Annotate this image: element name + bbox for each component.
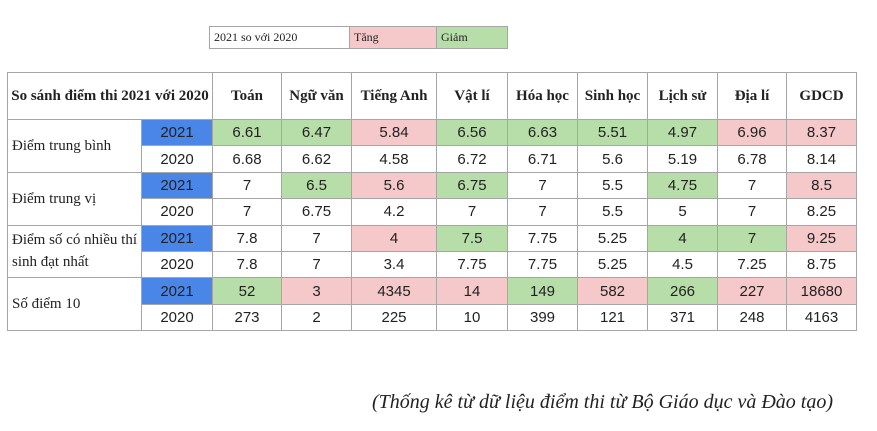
value-cell: 7 [212, 171, 282, 200]
value-cell: 6.68 [212, 145, 282, 173]
value-cell: 7 [436, 198, 508, 226]
legend-decrease: Giảm [436, 26, 508, 49]
value-cell: 399 [507, 303, 578, 332]
legend-increase: Tăng [349, 26, 437, 49]
column-header: Hóa học [507, 72, 578, 120]
year-cell: 2021 [141, 277, 213, 305]
value-cell: 7.75 [507, 224, 578, 252]
value-cell: 7 [717, 198, 787, 226]
value-cell: 6.75 [436, 171, 508, 200]
value-cell: 8.14 [786, 145, 857, 173]
value-cell: 4 [351, 224, 437, 252]
value-cell: 7.25 [717, 251, 787, 279]
year-cell: 2020 [141, 303, 213, 332]
legend-label: 2021 so với 2020 [209, 26, 350, 49]
value-cell: 8.25 [786, 198, 857, 226]
value-cell: 6.71 [507, 145, 578, 173]
column-header: Vật lí [436, 72, 508, 120]
value-cell: 6.62 [281, 145, 352, 173]
value-cell: 8.5 [786, 171, 857, 200]
value-cell: 6.56 [436, 119, 508, 147]
year-cell: 2020 [141, 145, 213, 173]
value-cell: 18680 [786, 277, 857, 305]
value-cell: 6.61 [212, 119, 282, 147]
value-cell: 5.51 [577, 119, 648, 147]
value-cell: 4.75 [647, 171, 718, 200]
column-header: Lịch sử [647, 72, 718, 120]
value-cell: 4 [647, 224, 718, 252]
table-header: So sánh điểm thi 2021 với 2020 [7, 72, 213, 120]
value-cell: 2 [281, 303, 352, 332]
value-cell: 5.6 [577, 145, 648, 173]
year-cell: 2021 [141, 171, 213, 200]
value-cell: 7 [717, 224, 787, 252]
year-cell: 2021 [141, 224, 213, 252]
column-header: Toán [212, 72, 282, 120]
value-cell: 7 [507, 171, 578, 200]
value-cell: 7.8 [212, 251, 282, 279]
value-cell: 5.6 [351, 171, 437, 200]
value-cell: 273 [212, 303, 282, 332]
value-cell: 6.72 [436, 145, 508, 173]
value-cell: 5.5 [577, 198, 648, 226]
value-cell: 7.75 [507, 251, 578, 279]
value-cell: 4345 [351, 277, 437, 305]
year-cell: 2020 [141, 251, 213, 279]
value-cell: 225 [351, 303, 437, 332]
value-cell: 6.78 [717, 145, 787, 173]
value-cell: 5.19 [647, 145, 718, 173]
column-header: Tiếng Anh [351, 72, 437, 120]
value-cell: 5.5 [577, 171, 648, 200]
value-cell: 371 [647, 303, 718, 332]
value-cell: 121 [577, 303, 648, 332]
row-label: Điểm trung bình [7, 119, 142, 173]
caption: (Thống kê từ dữ liệu điểm thi từ Bộ Giáo… [372, 391, 833, 413]
value-cell: 266 [647, 277, 718, 305]
value-cell: 6.75 [281, 198, 352, 226]
column-header: Ngữ văn [281, 72, 352, 120]
value-cell: 4.2 [351, 198, 437, 226]
value-cell: 6.96 [717, 119, 787, 147]
value-cell: 4.5 [647, 251, 718, 279]
row-label: Điểm trung vị [7, 171, 142, 226]
value-cell: 7.5 [436, 224, 508, 252]
value-cell: 6.63 [507, 119, 578, 147]
year-cell: 2021 [141, 119, 213, 147]
value-cell: 7 [717, 171, 787, 200]
value-cell: 6.47 [281, 119, 352, 147]
value-cell: 7 [507, 198, 578, 226]
value-cell: 4.97 [647, 119, 718, 147]
value-cell: 7.75 [436, 251, 508, 279]
value-cell: 248 [717, 303, 787, 332]
value-cell: 4163 [786, 303, 857, 332]
value-cell: 7 [281, 251, 352, 279]
value-cell: 7 [281, 224, 352, 252]
value-cell: 4.58 [351, 145, 437, 173]
value-cell: 6.5 [281, 171, 352, 200]
value-cell: 7.8 [212, 224, 282, 252]
column-header: Địa lí [717, 72, 787, 120]
column-header: GDCD [786, 72, 857, 120]
value-cell: 14 [436, 277, 508, 305]
value-cell: 8.75 [786, 251, 857, 279]
value-cell: 9.25 [786, 224, 857, 252]
row-label: Số điểm 10 [7, 277, 142, 332]
value-cell: 582 [577, 277, 648, 305]
value-cell: 149 [507, 277, 578, 305]
value-cell: 7 [212, 198, 282, 226]
value-cell: 5.25 [577, 224, 648, 252]
value-cell: 10 [436, 303, 508, 332]
value-cell: 5.84 [351, 119, 437, 147]
value-cell: 3 [281, 277, 352, 305]
value-cell: 5.25 [577, 251, 648, 279]
value-cell: 5 [647, 198, 718, 226]
column-header: Sinh học [577, 72, 648, 120]
value-cell: 227 [717, 277, 787, 305]
year-cell: 2020 [141, 198, 213, 226]
value-cell: 8.37 [786, 119, 857, 147]
value-cell: 3.4 [351, 251, 437, 279]
row-label: Điểm số có nhiều thí sinh đạt nhất [7, 224, 142, 279]
value-cell: 52 [212, 277, 282, 305]
